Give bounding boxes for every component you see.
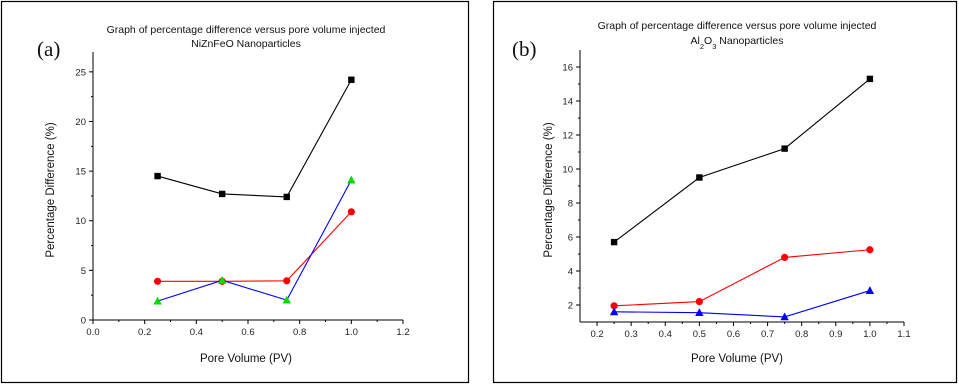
panel-b-subtitle: Al2O3 Nanoparticles bbox=[691, 35, 784, 51]
panel-a-series-1-point bbox=[154, 172, 161, 180]
panel-b-label: (b) bbox=[512, 37, 537, 61]
panel-b-series-3-point bbox=[865, 286, 875, 294]
panel-b-x-tick-label: 0.8 bbox=[795, 329, 808, 340]
panel-b-subtitle-o: O bbox=[704, 35, 712, 47]
panel-b-series-1-point bbox=[610, 238, 618, 246]
panel-b-x-tick-label: 1.0 bbox=[863, 329, 876, 340]
panel-b-series-3-point bbox=[695, 308, 704, 317]
panel-b-x-tick-label: 0.4 bbox=[659, 329, 672, 340]
panel-b-subtitle-tail: Nanoparticles bbox=[716, 35, 783, 47]
panel-a-y-tick-label: 5 bbox=[81, 266, 86, 277]
panel-b-x-tick-label: 0.9 bbox=[829, 329, 842, 340]
panel-a-plot-area: 0.0 0.2 0.4 0.6 0.8 1.0 1.2 0 5 10 15 20 25 bbox=[75, 52, 410, 338]
panel-b-y-tick-label: 8 bbox=[568, 199, 573, 210]
panel-b-x-tick-label: 0.5 bbox=[693, 329, 706, 340]
panel-a-x-tick-label: 0.2 bbox=[138, 327, 151, 338]
panel-a-x-tick-label: 1.2 bbox=[396, 327, 409, 338]
panel-b-y-tick-label: 10 bbox=[562, 165, 573, 176]
panel-b-title: Graph of percentage difference versus po… bbox=[598, 20, 877, 32]
panel-a-y-tick-label: 10 bbox=[75, 216, 86, 227]
panel-b-y-tick-label: 6 bbox=[568, 233, 573, 244]
panel-a-x-tick-label: 1.0 bbox=[345, 327, 358, 338]
panel-a-series-2-point bbox=[347, 208, 355, 216]
panel-a-series-3-point bbox=[282, 295, 291, 304]
panel-a-series-1-point bbox=[283, 193, 290, 201]
panel-b-x-tick-label: 0.3 bbox=[625, 329, 638, 340]
panel-b-x-axis-title: Pore Volume (PV) bbox=[691, 353, 783, 365]
panel-b-series-2-line bbox=[614, 249, 870, 307]
panel-a-x-tick-label: 0.8 bbox=[293, 327, 306, 338]
panel-b-x-tick-label: 1.1 bbox=[897, 329, 910, 340]
panel-b-series-3-line bbox=[614, 290, 871, 318]
panel-a-series-1-point bbox=[218, 190, 226, 198]
panel-b-y-tick-label: 2 bbox=[568, 301, 573, 312]
panel-b-series-2-point bbox=[866, 246, 874, 254]
panel-b-subtitle-al: Al bbox=[691, 35, 700, 47]
panel-a: (a) Graph of percentage difference versu… bbox=[0, 0, 470, 384]
panel-a-frame bbox=[0, 0, 470, 384]
panel-a-series-1-line bbox=[157, 79, 352, 198]
panel-b-frame bbox=[492, 0, 958, 384]
panel-b-series-2-point bbox=[781, 253, 789, 261]
panel-b-series-3-point bbox=[780, 312, 789, 321]
panel-b-x-tick-label: 0.7 bbox=[761, 329, 774, 340]
panel-a-series-3-point bbox=[153, 296, 162, 305]
panel-b-series-1-point bbox=[866, 75, 874, 83]
panel-a-subtitle: NiZnFeO Nanoparticles bbox=[191, 38, 301, 50]
panel-a-series-3-line bbox=[157, 179, 352, 302]
panel-a-x-tick-label: 0.6 bbox=[241, 327, 254, 338]
panel-b-y-tick-label: 12 bbox=[562, 131, 573, 142]
panel-b-series-1-line bbox=[613, 78, 871, 243]
panel-b-series-3-point bbox=[609, 307, 619, 316]
panel-b-y-tick-label: 4 bbox=[568, 267, 573, 278]
panel-b-subtitle-sub-2: 2 bbox=[700, 42, 704, 51]
panel-a-label: (a) bbox=[37, 37, 60, 61]
panel-a-series-3-point bbox=[347, 175, 356, 184]
panel-a-series-2-line bbox=[157, 211, 352, 282]
panel-b-series-1-point bbox=[781, 145, 788, 152]
panel-a-x-tick-label: 0.4 bbox=[190, 327, 203, 338]
panel-b-subtitle-sub-3: 3 bbox=[712, 42, 716, 51]
panel-a-series-1-point bbox=[348, 76, 355, 83]
panel-a-x-tick-label: 0.0 bbox=[86, 327, 99, 338]
panel-a-series-2-point bbox=[283, 277, 291, 285]
panel-a-y-tick-label: 25 bbox=[75, 67, 86, 78]
panel-b-series-2-point bbox=[695, 298, 703, 306]
panel-a-series-3-point bbox=[217, 275, 227, 284]
panel-b-series-1-point bbox=[696, 174, 703, 181]
panel-a-series-2-point bbox=[153, 277, 162, 285]
panel-a-title: Graph of percentage difference versus po… bbox=[107, 24, 386, 36]
panel-a-y-tick-label: 15 bbox=[75, 167, 86, 178]
panel-b-x-tick-label: 0.6 bbox=[727, 329, 740, 340]
panel-b-plot-area: 0.2 0.3 0.4 0.5 0.6 0.7 0.8 0.9 1.0 1.1 2 4 6 8 10 12 14… bbox=[562, 50, 911, 340]
panel-b-x-tick-label: 0.2 bbox=[590, 329, 603, 340]
panel-b-y-tick-label: 14 bbox=[562, 97, 573, 108]
panel-b-y-tick-label: 16 bbox=[562, 63, 573, 74]
panel-a-y-axis-title: Percentage Difference (%) bbox=[45, 122, 57, 257]
panel-b-series-2-point bbox=[610, 302, 618, 310]
panel-a-y-tick-label: 0 bbox=[81, 316, 86, 327]
panel-a-x-axis-title: Pore Volume (PV) bbox=[200, 353, 292, 365]
panel-a-y-tick-label: 20 bbox=[75, 117, 86, 128]
panel-b: (b) Graph of percentage difference versu… bbox=[492, 0, 958, 384]
panel-b-y-axis-title: Percentage Difference (%) bbox=[543, 122, 555, 257]
